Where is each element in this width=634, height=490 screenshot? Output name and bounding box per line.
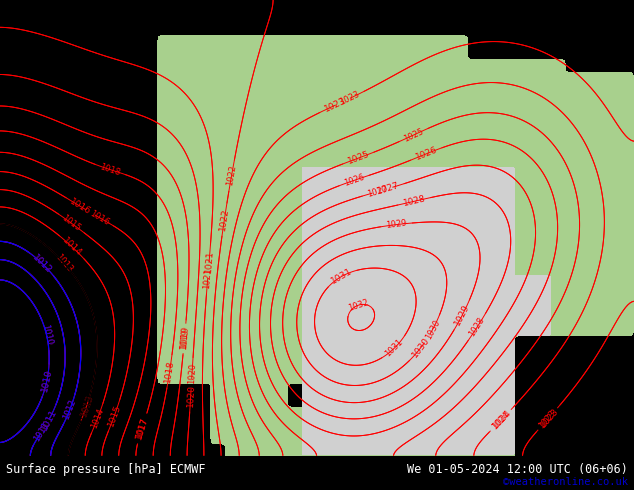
Text: 1011: 1011	[32, 420, 51, 443]
Text: 1026: 1026	[342, 172, 366, 188]
Text: 1013: 1013	[79, 392, 95, 417]
Text: 1023: 1023	[323, 97, 347, 114]
Text: 1032: 1032	[347, 297, 370, 313]
Text: 1010: 1010	[40, 368, 54, 393]
Text: 1022: 1022	[218, 208, 231, 232]
Text: 1024: 1024	[491, 408, 513, 430]
Text: 1023: 1023	[538, 406, 560, 429]
Text: 1021: 1021	[204, 250, 214, 273]
Text: 1025: 1025	[346, 150, 371, 166]
Text: 1015: 1015	[107, 403, 122, 428]
Text: 1016: 1016	[88, 209, 111, 227]
Text: 1022: 1022	[225, 165, 238, 187]
Text: 1025: 1025	[402, 126, 425, 144]
Text: 1021: 1021	[202, 268, 213, 289]
Text: 1014: 1014	[61, 236, 84, 258]
Text: 1029: 1029	[453, 303, 472, 327]
Text: We 01-05-2024 12:00 UTC (06+06): We 01-05-2024 12:00 UTC (06+06)	[407, 463, 628, 476]
Text: 1013: 1013	[54, 253, 75, 274]
Text: 1010: 1010	[40, 368, 54, 393]
Text: 1027: 1027	[376, 181, 400, 196]
Text: 1012: 1012	[31, 252, 54, 275]
Text: 1010: 1010	[40, 324, 53, 346]
Text: 1029: 1029	[385, 219, 408, 230]
Text: 1018: 1018	[99, 162, 122, 177]
Text: 1013: 1013	[79, 392, 95, 417]
Text: 1020: 1020	[187, 363, 197, 384]
Text: 1017: 1017	[134, 417, 150, 440]
Text: 1023: 1023	[339, 90, 361, 107]
Text: 1023: 1023	[537, 409, 557, 431]
Text: 1015: 1015	[60, 214, 82, 233]
Text: 1011: 1011	[39, 408, 58, 432]
Text: 1014: 1014	[89, 407, 105, 430]
Text: 1013: 1013	[75, 405, 91, 428]
Text: 1019: 1019	[179, 325, 190, 348]
Text: 1019: 1019	[179, 328, 190, 350]
Text: 1020: 1020	[186, 384, 196, 407]
Text: 1031: 1031	[329, 267, 354, 286]
Text: ©weatheronline.co.uk: ©weatheronline.co.uk	[503, 477, 628, 487]
Text: 1024: 1024	[489, 410, 511, 432]
Text: 1011: 1011	[39, 408, 58, 432]
Text: 1028: 1028	[468, 316, 486, 339]
Text: Surface pressure [hPa] ECMWF: Surface pressure [hPa] ECMWF	[6, 463, 206, 476]
Text: 1011: 1011	[32, 420, 51, 443]
Text: 1012: 1012	[62, 398, 78, 421]
Text: 1017: 1017	[134, 416, 150, 441]
Text: 1012: 1012	[31, 252, 54, 275]
Text: 1018: 1018	[164, 359, 176, 384]
Text: 1010: 1010	[40, 324, 53, 346]
Text: 1027: 1027	[366, 184, 389, 199]
Text: 1031: 1031	[384, 338, 405, 359]
Text: 1016: 1016	[68, 197, 93, 216]
Text: 1030: 1030	[424, 318, 442, 341]
Text: 1030: 1030	[410, 336, 431, 360]
Text: 1012: 1012	[62, 398, 78, 421]
Text: 1028: 1028	[402, 195, 426, 208]
Text: 1026: 1026	[414, 146, 439, 162]
